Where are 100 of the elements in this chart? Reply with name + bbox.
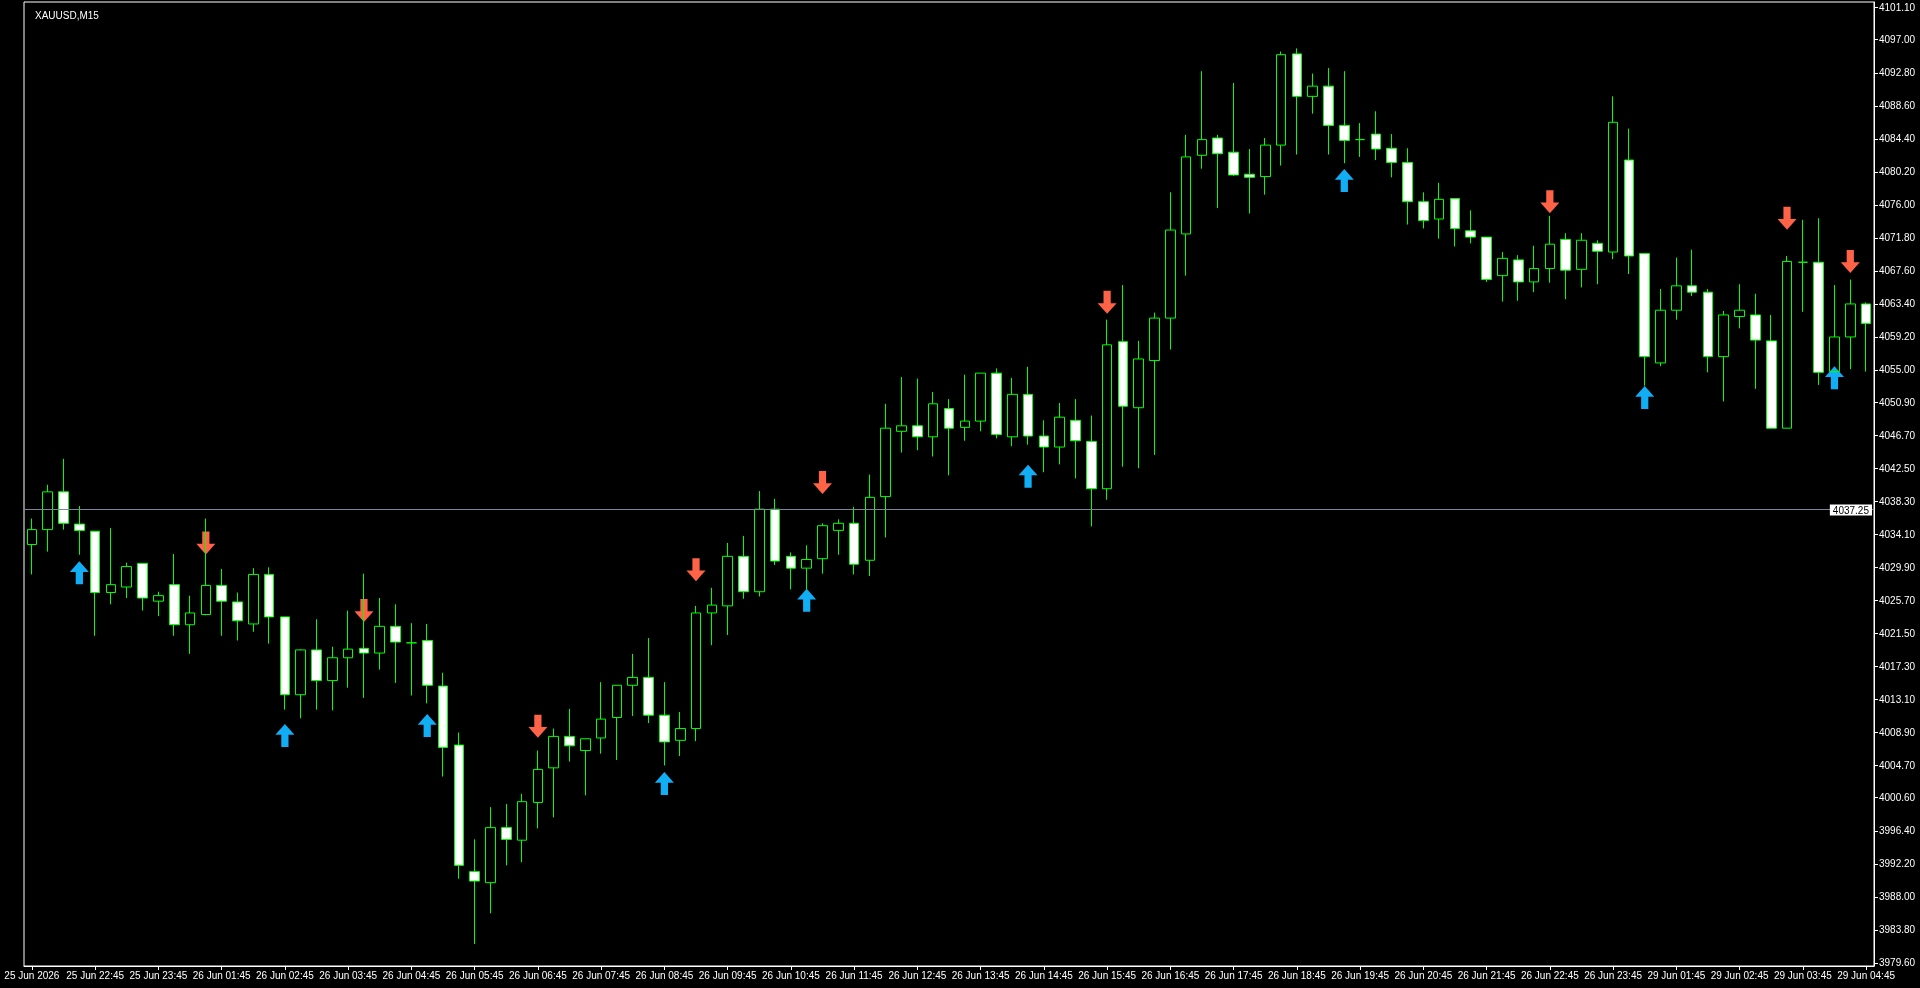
x-tick-label: 29 Jun 03:45 [1773, 969, 1833, 981]
candlestick [390, 603, 401, 684]
candlestick [311, 618, 322, 711]
candlestick [1545, 215, 1555, 284]
candlestick [1481, 236, 1492, 283]
candlestick [1260, 137, 1271, 196]
candlestick [991, 367, 1002, 439]
candlestick [533, 750, 543, 829]
x-tick-label: 25 Jun 2026 [4, 969, 60, 981]
point [1777, 206, 1797, 230]
point [813, 470, 832, 494]
x-tick-label: 29 Jun 02:45 [1710, 969, 1769, 981]
candlestick [137, 562, 148, 612]
y-tick-label: 4038.30 [1879, 495, 1916, 507]
candlestick [1165, 191, 1176, 351]
candlestick [1687, 249, 1697, 297]
candlestick [1529, 245, 1539, 293]
y-tick-label: 4046.70 [1879, 429, 1916, 441]
candlestick [1560, 232, 1571, 300]
y-tick-label: 4084.40 [1879, 133, 1916, 145]
point [1635, 386, 1655, 410]
candlestick [880, 403, 891, 538]
x-tick-label: 26 Jun 14:45 [1014, 969, 1074, 981]
y-tick-label: 4004.70 [1879, 759, 1916, 771]
candlestick [912, 378, 923, 451]
y-tick-label: 4042.50 [1879, 462, 1916, 474]
x-tick-label: 26 Jun 21:45 [1457, 969, 1516, 981]
candlestick [90, 530, 100, 637]
candlestick [327, 646, 338, 711]
candlestick [1608, 95, 1618, 260]
candlestick [1624, 128, 1634, 275]
candlestick [232, 592, 243, 641]
x-tick-label: 26 Jun 18:45 [1267, 969, 1327, 981]
candlestick [1798, 219, 1808, 313]
point [528, 714, 548, 738]
candlestick [833, 518, 844, 556]
candlestick [185, 595, 195, 655]
candlestick [770, 498, 780, 566]
candlestick [960, 374, 970, 442]
candlestick [643, 637, 654, 724]
candlestick [975, 372, 986, 432]
candlestick [264, 566, 274, 645]
candlestick [1703, 288, 1713, 373]
candlestick [27, 518, 37, 575]
y-tick-label: 4055.00 [1879, 364, 1916, 376]
x-tick-label: 26 Jun 06:45 [508, 969, 568, 981]
candlestick [1212, 134, 1223, 209]
candlestick [1418, 191, 1429, 229]
candlestick [1734, 283, 1745, 329]
y-tick-label: 4029.90 [1879, 561, 1916, 573]
candlestick [438, 672, 448, 777]
candlestick [1339, 70, 1350, 164]
candlestick [216, 568, 227, 637]
y-tick-label: 3992.20 [1879, 858, 1916, 870]
candlestick [1371, 110, 1381, 161]
point [275, 724, 295, 748]
candlestick [1576, 232, 1587, 288]
point [69, 561, 89, 585]
candlestick [422, 623, 433, 704]
candlestick [1766, 314, 1777, 429]
candlestick [786, 551, 796, 590]
candlestick [469, 838, 480, 945]
candlestick [596, 681, 606, 755]
x-tick-label: 26 Jun 03:45 [319, 969, 378, 981]
candlestick [580, 738, 591, 796]
candlestick [1276, 51, 1286, 167]
candlestick [169, 553, 180, 637]
candlestick [1592, 239, 1603, 285]
candlestick [1039, 419, 1049, 473]
candlestick [928, 391, 938, 457]
candlestick [1244, 148, 1255, 215]
candlestick [1639, 253, 1650, 387]
candlestick [1307, 73, 1318, 115]
x-tick-label: 26 Jun 08:45 [635, 969, 694, 981]
y-tick-label: 4000.60 [1879, 792, 1916, 804]
candlestick [1655, 288, 1666, 367]
point [1097, 290, 1117, 314]
candlestick [1750, 293, 1761, 390]
y-tick-label: 3983.80 [1879, 924, 1916, 936]
candlestick [865, 474, 875, 577]
candlestick [944, 398, 954, 476]
x-tick-label: 26 Jun 07:45 [572, 969, 631, 981]
candlestick [1149, 312, 1160, 456]
candlestick [1497, 251, 1508, 303]
point [654, 772, 674, 796]
y-tick-label: 4021.50 [1879, 627, 1916, 639]
candlestick [1086, 415, 1097, 527]
y-tick-label: 4088.60 [1879, 100, 1916, 112]
point [1334, 168, 1354, 192]
candlestick [1197, 70, 1207, 170]
y-tick-label: 4008.90 [1879, 726, 1916, 738]
candlestick [74, 505, 85, 556]
candlestick [1023, 366, 1033, 446]
candlestick [153, 591, 164, 617]
x-tick-label: 26 Jun 11:45 [825, 969, 884, 981]
candlestick [707, 587, 717, 646]
x-tick-label: 26 Jun 12:45 [888, 969, 947, 981]
candlestick [248, 567, 259, 633]
point [797, 588, 817, 612]
y-tick-label: 4017.30 [1879, 660, 1916, 672]
